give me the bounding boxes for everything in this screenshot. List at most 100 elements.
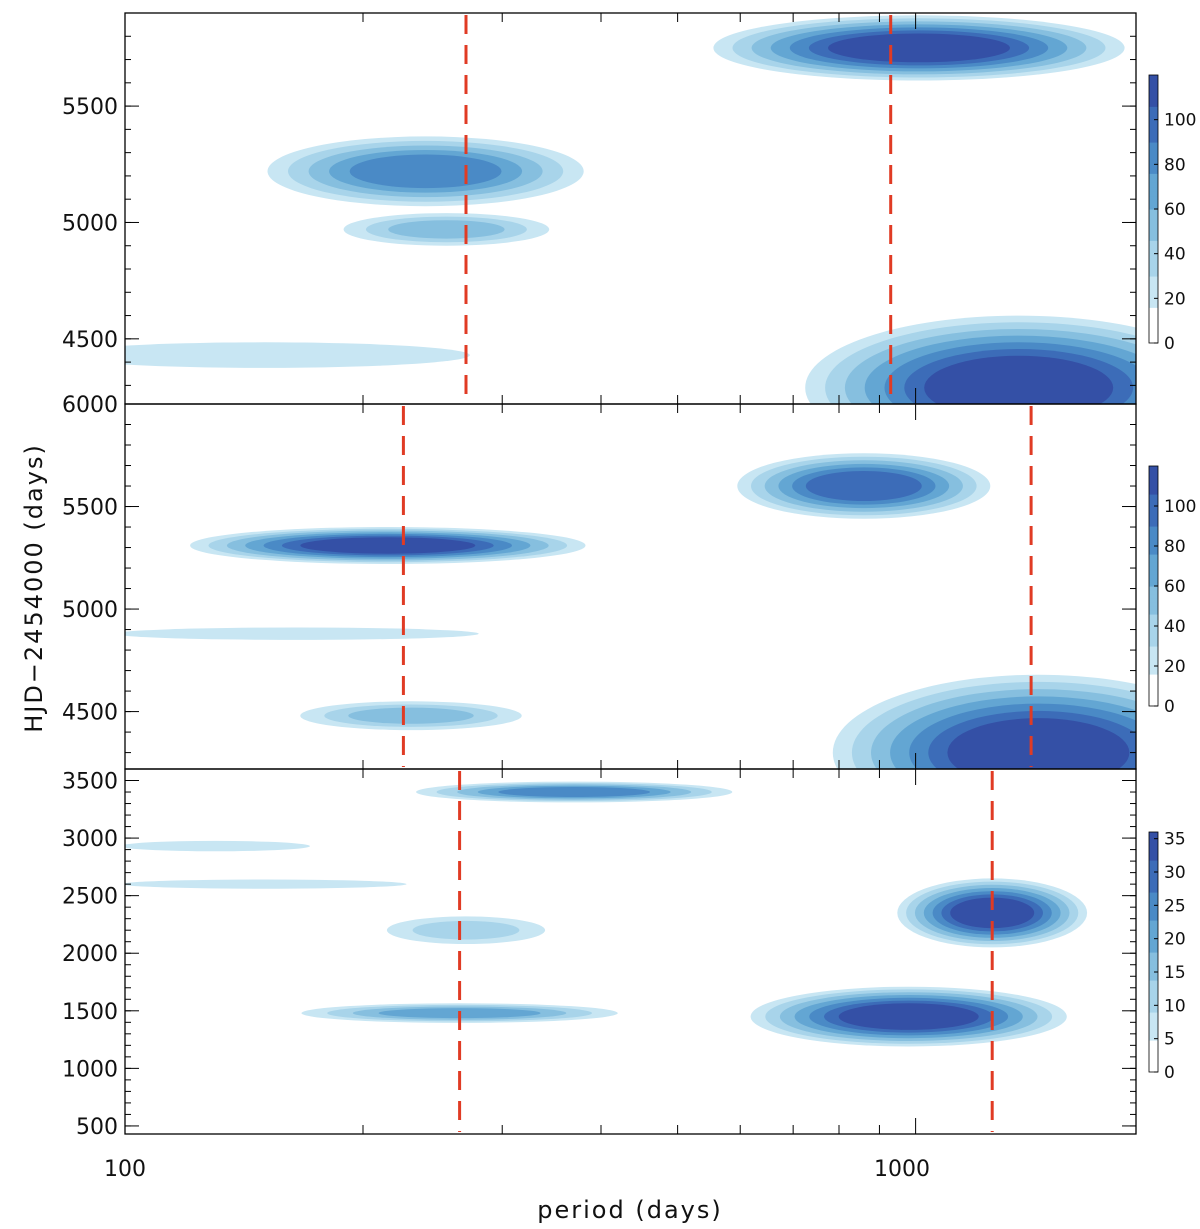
- colorbar-bottom-segment: [1149, 948, 1158, 953]
- colorbar-middle-segment: [1149, 566, 1158, 571]
- colorbar-bottom-segment: [1149, 1032, 1158, 1037]
- colorbar-middle-segment: [1149, 678, 1158, 683]
- colorbar-bottom-segment: [1149, 992, 1158, 997]
- colorbar-bottom-segment: [1149, 840, 1158, 845]
- ytick-label-top-5500: 5500: [62, 95, 118, 120]
- colorbar-bottom-segment: [1149, 916, 1158, 921]
- contour-bottom-blob2-level5: [498, 787, 651, 797]
- colorbar-top-segment: [1149, 325, 1158, 331]
- ytick-label-bottom-2500: 2500: [62, 885, 118, 910]
- colorbar-bottom-segment: [1149, 908, 1158, 913]
- ytick-label-middle-4500: 4500: [62, 701, 118, 726]
- colorbar-middle-segment: [1149, 642, 1158, 647]
- colorbar-top-segment: [1149, 128, 1158, 134]
- contour-bottom-blob0-level7: [950, 897, 1035, 929]
- colorbar-label-top-40: 40: [1164, 245, 1186, 265]
- colorbar-top-segment: [1149, 280, 1158, 286]
- colorbar-label-bottom-35: 35: [1164, 830, 1186, 850]
- colorbar-bottom-segment: [1149, 1036, 1158, 1041]
- colorbar-middle-segment: [1149, 682, 1158, 687]
- colorbar-top-segment: [1149, 106, 1158, 112]
- contour-middle-blob4-level1: [125, 627, 479, 640]
- colorbar-top-segment: [1149, 164, 1158, 170]
- contour-bottom-blob1-level7: [838, 1003, 979, 1030]
- colorbar-bottom-segment: [1149, 976, 1158, 981]
- colorbar-top-segment: [1149, 329, 1158, 335]
- colorbar-middle-segment: [1149, 554, 1158, 559]
- colorbar-top-segment: [1149, 334, 1158, 340]
- colorbar-label-middle-0: 0: [1164, 697, 1175, 717]
- colorbar-middle-segment: [1149, 594, 1158, 599]
- colorbar-bottom-segment: [1149, 1064, 1158, 1069]
- contour-bottom-blob4-level2: [412, 920, 520, 940]
- colorbar-middle-segment: [1149, 690, 1158, 695]
- colorbar-bottom-segment: [1149, 844, 1158, 849]
- ytick-label-top-5000: 5000: [62, 211, 118, 236]
- colorbar-middle-segment: [1149, 578, 1158, 583]
- colorbar-middle-segment: [1149, 542, 1158, 547]
- ytick-label-top-4500: 4500: [62, 328, 118, 353]
- colorbar-label-bottom-25: 25: [1164, 896, 1186, 916]
- colorbar-top-segment: [1149, 276, 1158, 282]
- colorbar-top-segment: [1149, 124, 1158, 130]
- colorbar-top-segment: [1149, 83, 1158, 89]
- ytick-label-bottom-1500: 1500: [62, 1000, 118, 1025]
- colorbar-bottom-segment: [1149, 980, 1158, 985]
- colorbar-bottom-segment: [1149, 868, 1158, 873]
- colorbar-bottom-segment: [1149, 1012, 1158, 1017]
- colorbar-top-segment: [1149, 253, 1158, 259]
- colorbar-bottom-segment: [1149, 972, 1158, 977]
- colorbar-bottom-segment: [1149, 880, 1158, 885]
- colorbar-top-segment: [1149, 320, 1158, 326]
- colorbar-top-segment: [1149, 173, 1158, 179]
- ytick-label-middle-5500: 5500: [62, 496, 118, 521]
- ytick-label-bottom-3000: 3000: [62, 827, 118, 852]
- colorbar-middle-segment: [1149, 530, 1158, 535]
- colorbar-top-segment: [1149, 307, 1158, 313]
- contour-middle-blob2-level7: [300, 537, 476, 554]
- colorbar-bottom-segment: [1149, 1004, 1158, 1009]
- colorbar-middle-segment: [1149, 634, 1158, 639]
- colorbar-top-segment: [1149, 150, 1158, 156]
- colorbar-middle-segment: [1149, 670, 1158, 675]
- colorbar-bottom-segment: [1149, 896, 1158, 901]
- colorbar-middle-segment: [1149, 498, 1158, 503]
- colorbar-bottom-segment: [1149, 1068, 1158, 1073]
- colorbar-top-segment: [1149, 168, 1158, 174]
- contour-top-blob2-level5: [349, 154, 502, 189]
- ytick-label-bottom-500: 500: [76, 1115, 118, 1140]
- colorbar-bottom-segment: [1149, 1020, 1158, 1025]
- colorbar-bottom-segment: [1149, 892, 1158, 897]
- colorbar-middle-segment: [1149, 514, 1158, 519]
- colorbar-top-segment: [1149, 231, 1158, 237]
- colorbar-middle-segment: [1149, 510, 1158, 515]
- colorbar-top-segment: [1149, 186, 1158, 192]
- colorbar-bottom-segment: [1149, 1060, 1158, 1065]
- colorbar-bottom-segment: [1149, 1028, 1158, 1033]
- contour-middle-blob1-level6: [805, 471, 922, 501]
- ytick-label-middle-6000: 6000: [62, 393, 118, 418]
- colorbar-top-segment: [1149, 293, 1158, 299]
- contour-middle-blob0-level7: [947, 718, 1130, 769]
- colorbar-label-top-100: 100: [1164, 111, 1196, 131]
- colorbar-middle-segment: [1149, 562, 1158, 567]
- colorbar-label-top-0: 0: [1164, 334, 1175, 354]
- colorbar-bottom-segment: [1149, 884, 1158, 889]
- colorbar-middle-segment: [1149, 474, 1158, 479]
- colorbar-label-bottom-5: 5: [1164, 1030, 1175, 1050]
- colorbar-label-bottom-0: 0: [1164, 1063, 1175, 1083]
- colorbar-top-segment: [1149, 235, 1158, 241]
- x-axis-title: period (days): [537, 1196, 722, 1224]
- colorbar-label-bottom-10: 10: [1164, 996, 1186, 1016]
- colorbar-top-segment: [1149, 217, 1158, 223]
- colorbar-bottom-segment: [1149, 872, 1158, 877]
- colorbar-middle-segment: [1149, 626, 1158, 631]
- colorbar-middle-segment: [1149, 614, 1158, 619]
- colorbar-top-segment: [1149, 316, 1158, 322]
- colorbar-middle-segment: [1149, 666, 1158, 671]
- colorbar-label-top-80: 80: [1164, 155, 1186, 175]
- colorbar-bottom-segment: [1149, 904, 1158, 909]
- colorbar-top-segment: [1149, 119, 1158, 125]
- colorbar-middle-segment: [1149, 646, 1158, 651]
- colorbar-label-middle-100: 100: [1164, 497, 1196, 517]
